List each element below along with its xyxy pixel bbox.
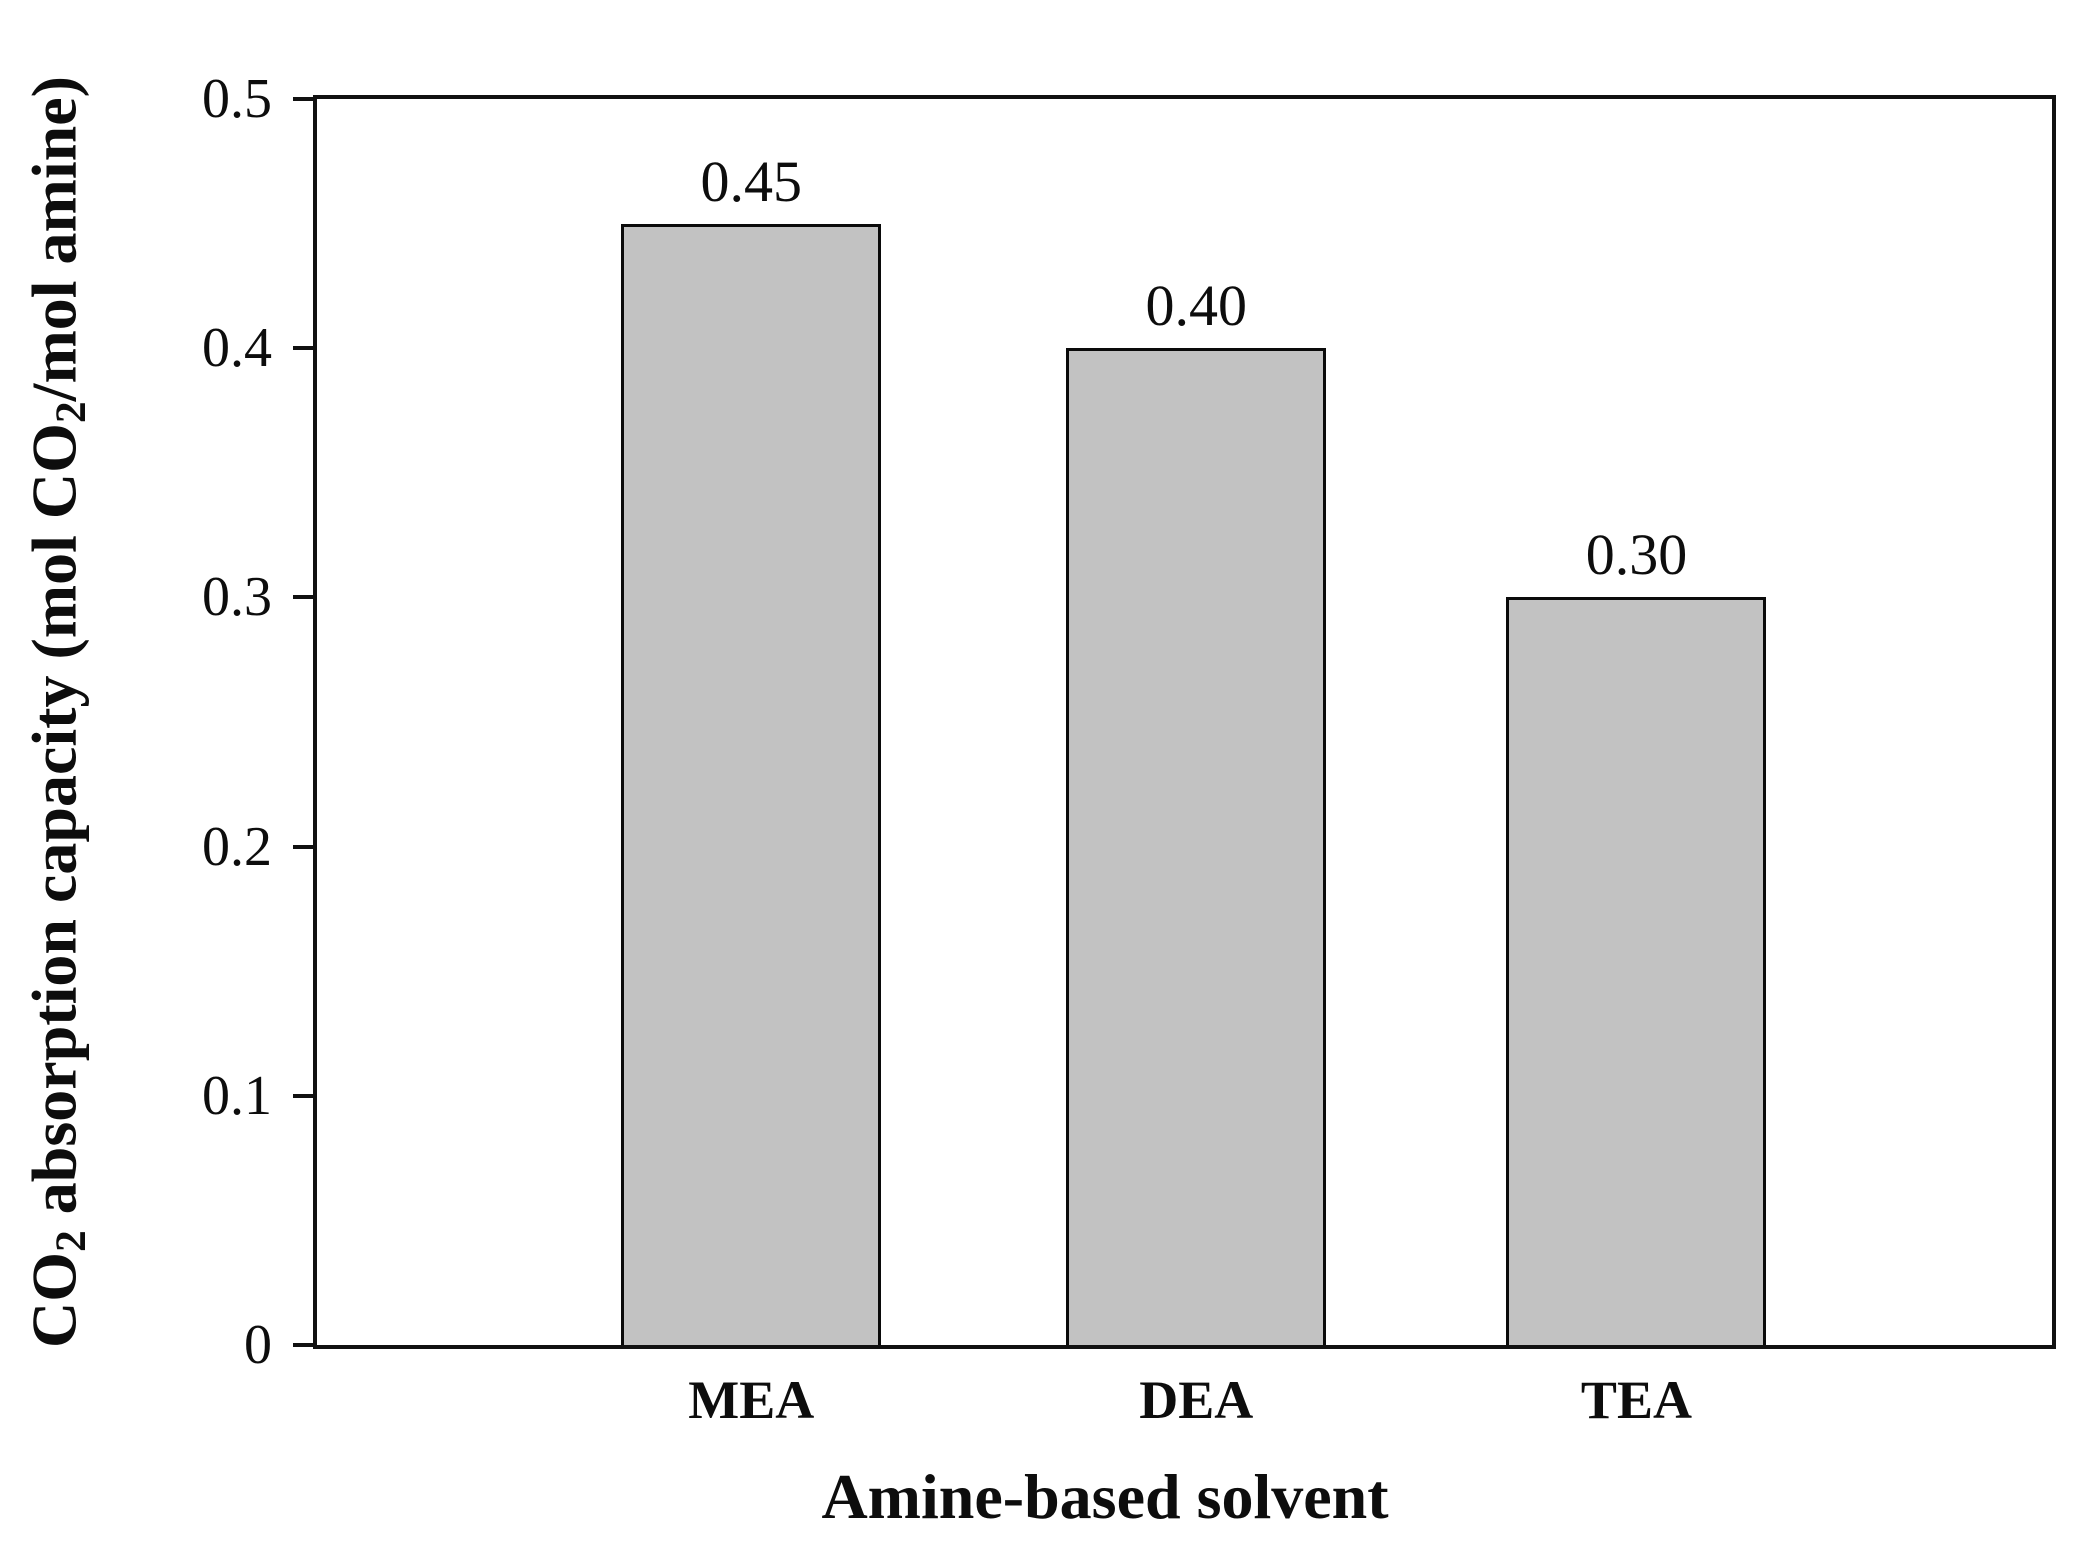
y-axis-tick	[293, 595, 313, 600]
y-tick-label: 0	[244, 1314, 272, 1376]
y-axis-title-subscript: 2	[47, 401, 96, 424]
x-tick-label-dea: DEA	[1139, 1370, 1254, 1430]
y-tick-label: 0.3	[202, 566, 272, 629]
x-axis-title: Amine-based solvent	[821, 1461, 1389, 1532]
y-axis-tick	[293, 346, 313, 351]
x-tick-label-mea: MEA	[688, 1370, 815, 1430]
bar-value-label: 0.40	[1145, 273, 1248, 339]
y-tick-label: 0.2	[202, 815, 272, 878]
bar-tea	[1506, 597, 1767, 1345]
bar-value-label: 0.45	[700, 148, 803, 214]
y-axis-tick	[293, 844, 313, 849]
y-axis-tick	[293, 97, 313, 101]
y-axis-tick	[293, 1093, 313, 1098]
y-axis-title-subscript: 2	[47, 1230, 96, 1252]
y-tick-label: 0.4	[202, 317, 272, 380]
y-tick-label: 0.1	[202, 1064, 272, 1127]
plot-area	[293, 95, 2056, 1349]
bar-dea	[1066, 348, 1327, 1345]
y-axis-tick	[293, 1343, 313, 1347]
bar-value-label: 0.30	[1585, 522, 1688, 588]
x-tick-label-tea: TEA	[1580, 1370, 1692, 1430]
y-axis-title: CO2 absorption capacity (mol CO2/mol ami…	[18, 76, 96, 1348]
y-tick-label: 0.5	[202, 68, 272, 130]
bar-mea	[621, 223, 882, 1345]
